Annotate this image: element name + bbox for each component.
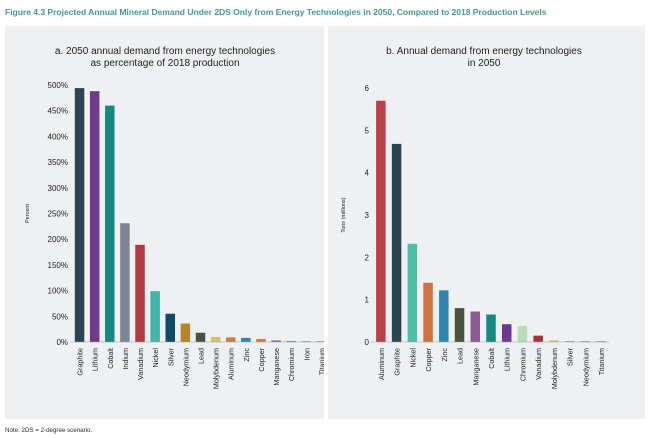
bar-chromium — [517, 325, 528, 342]
bar-vanadium — [533, 335, 543, 342]
bar-vanadium — [135, 244, 145, 342]
y-tick-label: 2 — [365, 253, 370, 262]
x-tick-label: Lead — [456, 348, 465, 364]
figure-title: Figure 4.3 Projected Annual Mineral Dema… — [5, 7, 547, 17]
x-tick-label: Chromium — [287, 348, 296, 381]
x-tick-label: Lead — [197, 348, 206, 364]
percentage-bar-chart: a. 2050 annual demand from energy techno… — [25, 46, 324, 389]
bar-iron — [301, 341, 312, 342]
x-tick-label: Lithium — [91, 348, 100, 371]
x-tick-label: Molybdenum — [212, 348, 221, 389]
y-tick-label: 3 — [365, 211, 370, 220]
bar-molybdenum — [210, 336, 221, 342]
bar-manganese — [470, 311, 481, 342]
x-tick-label: Copper — [424, 347, 433, 371]
bar-neodymium — [180, 323, 191, 342]
chart-title-line: a. 2050 annual demand from energy techno… — [55, 46, 275, 57]
y-tick-label: 150% — [48, 261, 68, 270]
bar-silver — [564, 341, 575, 342]
x-tick-label: Vanadium — [534, 348, 543, 380]
bar-lead — [454, 308, 465, 342]
x-tick-label: Aluminum — [227, 348, 236, 380]
x-tick-label: Copper — [257, 347, 266, 371]
y-tick-label: 0 — [365, 338, 370, 347]
bar-manganese — [271, 340, 281, 342]
x-tick-label: Molybdenum — [550, 348, 559, 389]
x-tick-label: Zinc — [242, 348, 251, 362]
y-tick-label: 0% — [56, 338, 68, 347]
x-tick-label: Indium — [121, 348, 130, 370]
chart-panel-percentage: a. 2050 annual demand from energy techno… — [5, 26, 324, 419]
y-tick-label: 350% — [48, 158, 68, 167]
bar-copper — [256, 338, 266, 342]
bar-cobalt — [105, 105, 115, 342]
x-tick-label: Graphite — [76, 348, 85, 376]
bar-silver — [165, 313, 176, 342]
x-tick-label: Titanium — [317, 348, 324, 375]
tons-bar-chart: b. Annual demand from energy technologie… — [341, 46, 609, 389]
y-tick-label: 50% — [52, 312, 68, 321]
bar-lithium — [89, 91, 100, 342]
x-tick-label: Cobalt — [106, 348, 115, 369]
bar-copper — [423, 282, 433, 342]
bar-titanium — [596, 341, 606, 342]
x-tick-label: Iron — [302, 348, 311, 360]
bar-lithium — [501, 324, 512, 342]
x-tick-label: Cobalt — [487, 348, 496, 369]
bar-chromium — [286, 340, 296, 342]
x-tick-label: Vanadium — [136, 348, 145, 380]
y-tick-label: 6 — [365, 84, 370, 93]
x-tick-label: Silver — [166, 347, 175, 366]
x-tick-label: Neodymium — [581, 348, 590, 386]
figure-note: Note: 2DS = 2-degree scenario. — [5, 427, 93, 434]
x-tick-label: Manganese — [272, 348, 281, 386]
x-tick-label: Graphite — [393, 348, 402, 376]
y-tick-label: 1 — [365, 296, 370, 305]
y-tick-label: 250% — [48, 210, 68, 219]
bar-neodymium — [580, 341, 591, 342]
bar-aluminum — [225, 337, 236, 342]
y-tick-label: 200% — [48, 235, 68, 244]
bar-indium — [120, 223, 130, 342]
bar-molybdenum — [549, 340, 559, 342]
x-tick-label: Zinc — [440, 348, 449, 362]
bar-graphite — [391, 143, 402, 342]
y-axis-label: Tons (millions) — [341, 197, 347, 232]
y-tick-label: 400% — [48, 132, 68, 141]
chart-panel-tons: b. Annual demand from energy technologie… — [328, 26, 645, 419]
x-tick-label: Neodymium — [181, 348, 190, 386]
y-tick-label: 4 — [365, 169, 370, 178]
x-tick-label: Titanium — [597, 348, 606, 375]
y-axis-label: Percent — [25, 204, 31, 223]
x-tick-label: Nickel — [151, 348, 160, 368]
bar-lead — [195, 332, 206, 342]
y-tick-label: 450% — [48, 107, 68, 116]
bar-nickel — [150, 291, 160, 342]
x-tick-label: Aluminum — [377, 348, 386, 380]
x-tick-label: Manganese — [471, 348, 480, 386]
x-tick-label: Nickel — [408, 348, 417, 368]
bar-aluminum — [376, 100, 386, 342]
chart-title-line: in 2050 — [468, 58, 501, 69]
y-tick-label: 5 — [365, 126, 370, 135]
x-tick-label: Lithium — [503, 348, 512, 371]
bar-zinc — [439, 290, 449, 342]
bar-graphite — [74, 88, 85, 342]
y-tick-label: 500% — [48, 81, 68, 90]
y-tick-label: 100% — [48, 287, 68, 296]
x-tick-label: Chromium — [518, 348, 527, 381]
bar-cobalt — [486, 314, 496, 342]
bar-zinc — [241, 337, 251, 342]
chart-title-line: b. Annual demand from energy technologie… — [386, 46, 582, 57]
x-tick-label: Silver — [566, 347, 575, 366]
bar-titanium — [316, 341, 324, 342]
bar-nickel — [407, 243, 418, 342]
chart-title-line: as percentage of 2018 production — [91, 58, 240, 69]
y-tick-label: 300% — [48, 184, 68, 193]
